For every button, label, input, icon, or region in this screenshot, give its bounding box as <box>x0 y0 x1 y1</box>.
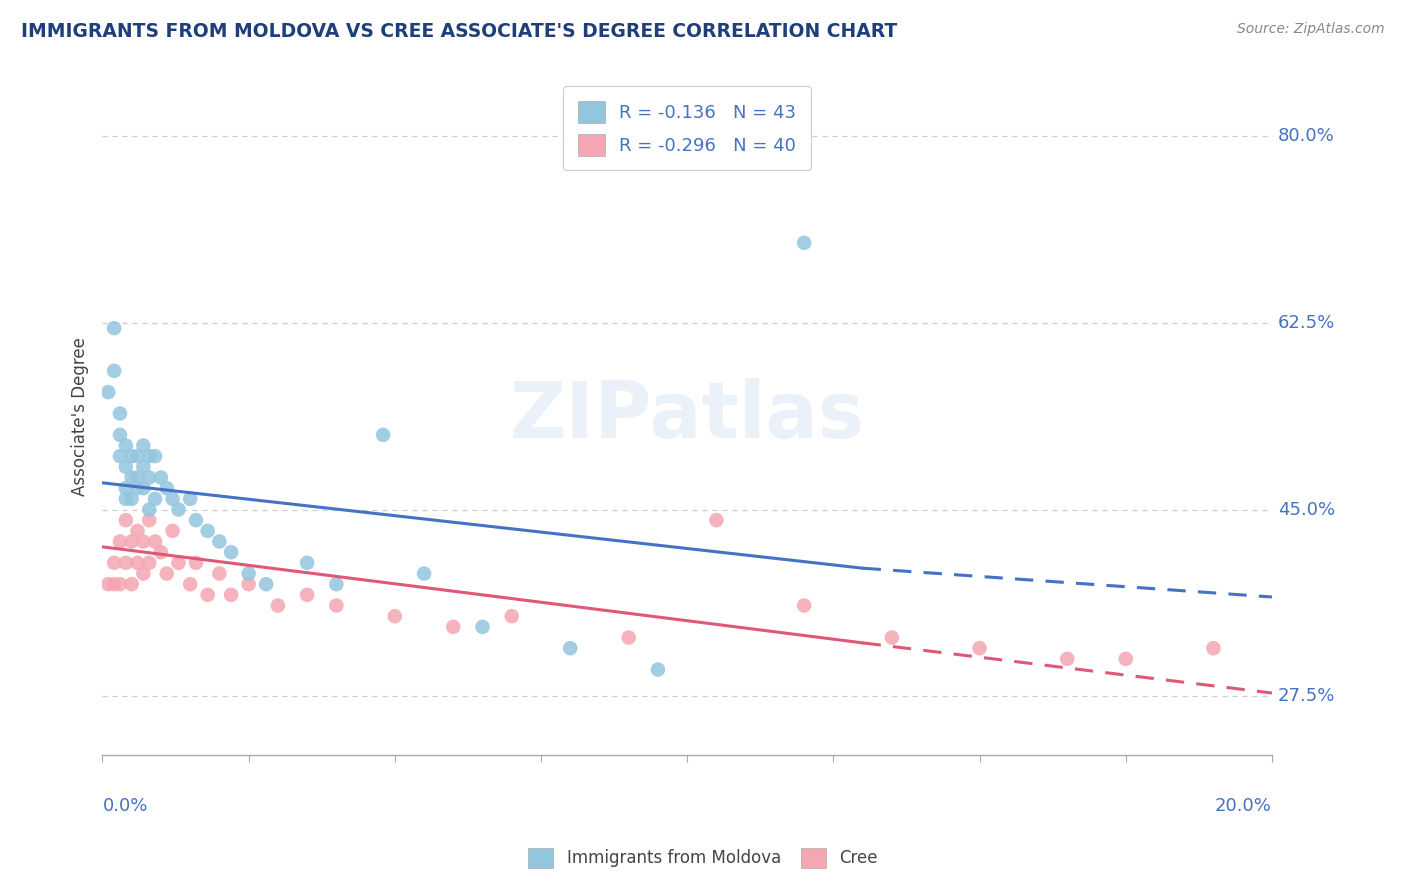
Text: Source: ZipAtlas.com: Source: ZipAtlas.com <box>1237 22 1385 37</box>
Point <box>103 321 125 335</box>
Text: 45.0%: 45.0% <box>1278 500 1334 518</box>
Point <box>121 577 143 591</box>
Point <box>108 427 131 442</box>
Point <box>179 577 201 591</box>
Point <box>143 534 166 549</box>
Point <box>114 459 136 474</box>
Legend: R = -0.136   N = 43, R = -0.296   N = 40: R = -0.136 N = 43, R = -0.296 N = 40 <box>564 87 811 170</box>
Point <box>132 534 155 549</box>
Text: ZIPatlas: ZIPatlas <box>510 378 865 454</box>
Point <box>219 588 242 602</box>
Point <box>138 556 160 570</box>
Point <box>132 566 155 581</box>
Point <box>219 545 242 559</box>
Point <box>706 513 728 527</box>
Point <box>132 481 155 495</box>
Point <box>208 566 231 581</box>
Point <box>108 534 131 549</box>
Point <box>325 599 347 613</box>
Point <box>167 556 190 570</box>
Point <box>560 641 582 656</box>
Point <box>1056 652 1078 666</box>
Point <box>132 438 155 452</box>
Point <box>793 235 815 250</box>
Point <box>114 556 136 570</box>
Point <box>793 599 815 613</box>
Point <box>103 577 125 591</box>
Point <box>103 364 125 378</box>
Point <box>156 566 179 581</box>
Point <box>254 577 277 591</box>
Point <box>108 577 131 591</box>
Point <box>617 631 640 645</box>
Point <box>647 663 669 677</box>
Point <box>371 427 394 442</box>
Text: 20.0%: 20.0% <box>1215 797 1272 814</box>
Point <box>880 631 903 645</box>
Point <box>121 491 143 506</box>
Point <box>108 407 131 421</box>
Point <box>413 566 436 581</box>
Point <box>197 524 219 538</box>
Point <box>138 513 160 527</box>
Point <box>138 502 160 516</box>
Point <box>969 641 991 656</box>
Point <box>501 609 523 624</box>
Point <box>127 481 149 495</box>
Point <box>97 385 120 400</box>
Point <box>138 449 160 463</box>
Point <box>114 481 136 495</box>
Point <box>127 524 149 538</box>
Point <box>121 470 143 484</box>
Y-axis label: Associate's Degree: Associate's Degree <box>72 336 89 496</box>
Point <box>208 534 231 549</box>
Point <box>325 577 347 591</box>
Point <box>162 491 184 506</box>
Point <box>184 513 207 527</box>
Point <box>127 556 149 570</box>
Point <box>162 524 184 538</box>
Point <box>108 449 131 463</box>
Point <box>295 556 318 570</box>
Point <box>238 566 260 581</box>
Point <box>127 449 149 463</box>
Point <box>97 577 120 591</box>
Point <box>114 491 136 506</box>
Point <box>143 491 166 506</box>
Text: 80.0%: 80.0% <box>1278 128 1334 145</box>
Point <box>149 545 172 559</box>
Point <box>149 470 172 484</box>
Point <box>114 513 136 527</box>
Point <box>441 620 464 634</box>
Point <box>103 556 125 570</box>
Point <box>127 470 149 484</box>
Point <box>167 502 190 516</box>
Point <box>184 556 207 570</box>
Point <box>114 438 136 452</box>
Point <box>295 588 318 602</box>
Text: 0.0%: 0.0% <box>103 797 148 814</box>
Point <box>471 620 494 634</box>
Point <box>121 449 143 463</box>
Point <box>238 577 260 591</box>
Point <box>267 599 290 613</box>
Point <box>121 534 143 549</box>
Point <box>156 481 179 495</box>
Point <box>384 609 406 624</box>
Point <box>1115 652 1137 666</box>
Point <box>179 491 201 506</box>
Point <box>143 449 166 463</box>
Text: IMMIGRANTS FROM MOLDOVA VS CREE ASSOCIATE'S DEGREE CORRELATION CHART: IMMIGRANTS FROM MOLDOVA VS CREE ASSOCIAT… <box>21 22 897 41</box>
Legend: Immigrants from Moldova, Cree: Immigrants from Moldova, Cree <box>522 841 884 875</box>
Text: 62.5%: 62.5% <box>1278 314 1336 332</box>
Point <box>132 459 155 474</box>
Point <box>1202 641 1225 656</box>
Point <box>197 588 219 602</box>
Text: 27.5%: 27.5% <box>1278 687 1336 706</box>
Point <box>138 470 160 484</box>
